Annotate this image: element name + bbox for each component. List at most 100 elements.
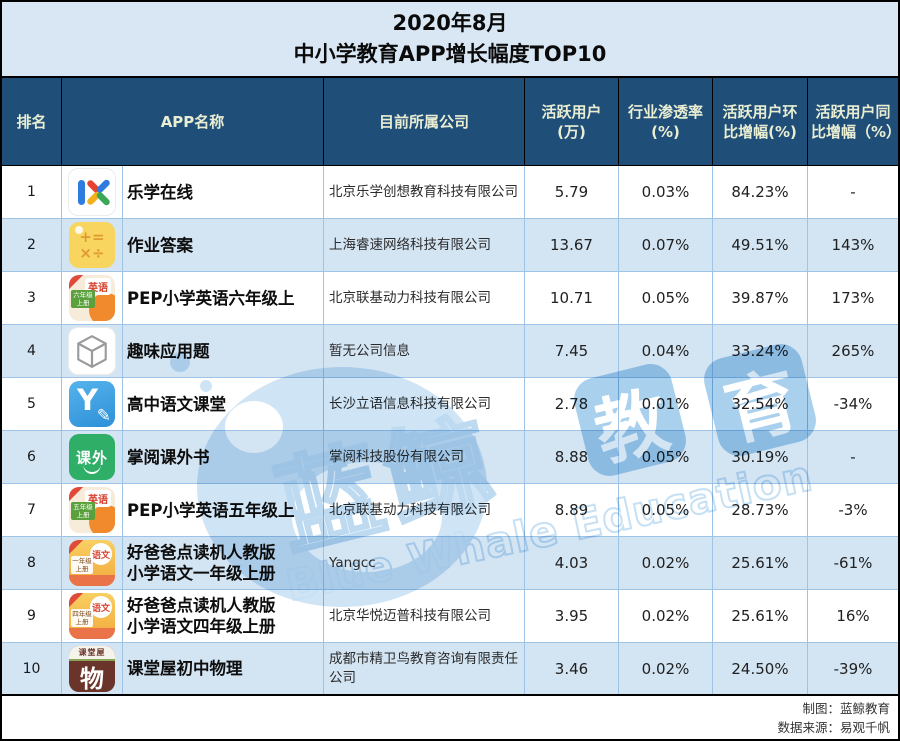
kewai-logo-text: 课外 bbox=[75, 448, 108, 467]
active-users-cell: 2.78 bbox=[525, 378, 619, 430]
corner-ribbon bbox=[69, 487, 84, 502]
rank-cell: 8 bbox=[2, 537, 62, 589]
app-name: 高中语文课堂 bbox=[123, 378, 324, 430]
table-row: 10 课堂屋 物 课堂屋初中物理 成都市精卫鸟教育咨询有限责任公司 3.46 0… bbox=[2, 643, 898, 696]
company-cell: Yangcc bbox=[324, 537, 525, 589]
active-users-cell: 7.45 bbox=[525, 325, 619, 377]
company-cell: 北京联基动力科技有限公司 bbox=[324, 272, 525, 324]
app-name: 作业答案 bbox=[123, 219, 324, 271]
haobaba-yuwen-grade4-cover-icon: 语文 四年级上册 bbox=[69, 593, 115, 639]
footer: 制图：蓝鲸教育 数据来源：易观千帆 bbox=[2, 696, 898, 739]
yoy-growth-cell: 143% bbox=[831, 236, 875, 254]
penetration-cell: 0.02% bbox=[619, 537, 713, 589]
penetration-cell: 0.02% bbox=[619, 643, 713, 694]
corner-ribbon bbox=[69, 275, 84, 290]
penetration-cell: 0.07% bbox=[619, 219, 713, 271]
homework-answers-logo-icon: += ×÷ bbox=[69, 222, 115, 268]
highlight-dot bbox=[75, 226, 83, 234]
app-name: PEP小学英语六年级上 bbox=[123, 272, 324, 324]
app-icon-cell: 课外 bbox=[62, 431, 123, 483]
table-row: 2 += ×÷ 作业答案 上海睿速网络科技有限公司 13.67 0.07% 49… bbox=[2, 219, 898, 272]
yoy-growth-cell: -34% bbox=[833, 395, 873, 413]
active-users-cell: 4.03 bbox=[525, 537, 619, 589]
penetration-cell: 0.03% bbox=[619, 166, 713, 218]
app-icon-cell: 课堂屋 物 bbox=[62, 643, 123, 694]
active-users-cell: 8.88 bbox=[525, 431, 619, 483]
penetration-cell: 0.05% bbox=[619, 431, 713, 483]
title-line2: 中小学教育APP增长幅度TOP10 bbox=[293, 42, 607, 66]
app-icon-cell: Y ✎ bbox=[62, 378, 123, 430]
app-icon-cell: 英语 五年级上册 bbox=[62, 484, 123, 536]
column-header-app-name: APP名称 bbox=[62, 78, 324, 165]
cover-subject-label: 语文 bbox=[90, 543, 112, 565]
cover-grade-label: 四年级上册 bbox=[71, 609, 93, 627]
haobaba-yuwen-grade1-cover-icon: 语文 一年级上册 bbox=[69, 540, 115, 586]
cover-illustration bbox=[69, 628, 115, 639]
active-users-cell: 5.79 bbox=[525, 166, 619, 218]
yoy-growth-cell: -61% bbox=[833, 554, 873, 572]
app-icon-cell bbox=[62, 325, 123, 377]
gaozhong-yuwen-logo-icon: Y ✎ bbox=[69, 381, 115, 427]
cover-grade-label: 六年级上册 bbox=[71, 290, 95, 308]
table-row: 6 课外 掌阅课外书 掌阅科技股份有限公司 8.88 0.05% 30.19% … bbox=[2, 431, 898, 484]
yoy-growth-cell: -3% bbox=[838, 501, 868, 519]
app-icon-cell: 语文 一年级上册 bbox=[62, 537, 123, 589]
lexue-online-logo-icon bbox=[68, 168, 116, 216]
rank-cell: 1 bbox=[2, 166, 62, 218]
mom-growth-cell: 33.24% bbox=[713, 325, 808, 377]
rank-cell: 9 bbox=[2, 590, 62, 642]
mom-growth-cell: 49.51% bbox=[713, 219, 808, 271]
app-icon-cell: 英语 六年级上册 bbox=[62, 272, 123, 324]
app-icon-cell bbox=[62, 166, 123, 218]
app-name: PEP小学英语五年级上 bbox=[123, 484, 324, 536]
yoy-growth-cell: 173% bbox=[831, 289, 875, 307]
penetration-cell: 0.05% bbox=[619, 272, 713, 324]
app-icon-cell: += ×÷ bbox=[62, 219, 123, 271]
yoy-growth-cell: 265% bbox=[831, 342, 875, 360]
rank-cell: 10 bbox=[2, 643, 62, 694]
rank-cell: 2 bbox=[2, 219, 62, 271]
table-row: 3 英语 六年级上册 PEP小学英语六年级上 北京联基动力科技有限公司 10.7… bbox=[2, 272, 898, 325]
title-line1: 2020年8月 bbox=[392, 11, 508, 35]
active-users-cell: 3.95 bbox=[525, 590, 619, 642]
column-header-penetration: 行业渗透率(%) bbox=[619, 78, 713, 165]
column-header-yoy-growth: 活跃用户同比增幅（%） bbox=[811, 102, 900, 141]
active-users-cell: 13.67 bbox=[525, 219, 619, 271]
penetration-cell: 0.01% bbox=[619, 378, 713, 430]
active-users-cell: 8.89 bbox=[525, 484, 619, 536]
corner-ribbon bbox=[69, 540, 84, 555]
ketangwu-brand-label: 课堂屋 bbox=[69, 645, 115, 661]
calc-symbols-line2: ×÷ bbox=[79, 244, 105, 262]
calc-symbols-line1: += bbox=[79, 228, 105, 246]
yoy-growth-cell: - bbox=[850, 183, 856, 201]
app-name: 好爸爸点读机人教版 小学语文一年级上册 bbox=[123, 537, 324, 589]
rank-cell: 4 bbox=[2, 325, 62, 377]
mom-growth-cell: 24.50% bbox=[713, 643, 808, 694]
mom-growth-cell: 25.61% bbox=[713, 590, 808, 642]
active-users-cell: 10.71 bbox=[525, 272, 619, 324]
column-header-rank: 排名 bbox=[2, 78, 62, 165]
table-row: 1 乐学在线 北京乐学创想教育科技有限公司 5.79 0.03% 84.23% … bbox=[2, 166, 898, 219]
column-header-company: 目前所属公司 bbox=[324, 78, 525, 165]
fun-math-cube-logo-icon bbox=[68, 327, 116, 375]
table-body: 1 乐学在线 北京乐学创想教育科技有限公司 5.79 0.03% 84.23% … bbox=[2, 166, 898, 696]
company-cell: 北京联基动力科技有限公司 bbox=[324, 484, 525, 536]
rank-cell: 7 bbox=[2, 484, 62, 536]
yoy-growth-cell: 16% bbox=[836, 607, 870, 625]
rank-cell: 6 bbox=[2, 431, 62, 483]
table-row: 4 趣味应用题 暂无公司信息 7.45 0.04% 33.24% 265% bbox=[2, 325, 898, 378]
active-users-cell: 3.46 bbox=[525, 643, 619, 694]
app-name: 乐学在线 bbox=[123, 166, 324, 218]
table-row: 5 Y ✎ 高中语文课堂 长沙立语信息科技有限公司 2.78 0.01% 32.… bbox=[2, 378, 898, 431]
table-row: 9 语文 四年级上册 好爸爸点读机人教版 小学语文四年级上册 北京华悦迈普科技有… bbox=[2, 590, 898, 643]
pep-english-grade6-cover-icon: 英语 六年级上册 bbox=[69, 275, 115, 321]
zhangyue-kewai-logo-icon: 课外 bbox=[69, 434, 115, 480]
app-icon-cell: 语文 四年级上册 bbox=[62, 590, 123, 642]
penetration-cell: 0.02% bbox=[619, 590, 713, 642]
credit-text: 制图：蓝鲸教育 bbox=[802, 701, 890, 716]
yoy-growth-cell: -39% bbox=[833, 659, 873, 678]
smile-arc bbox=[83, 464, 101, 474]
app-name: 好爸爸点读机人教版 小学语文四年级上册 bbox=[123, 590, 324, 642]
company-cell: 上海睿速网络科技有限公司 bbox=[324, 219, 525, 271]
